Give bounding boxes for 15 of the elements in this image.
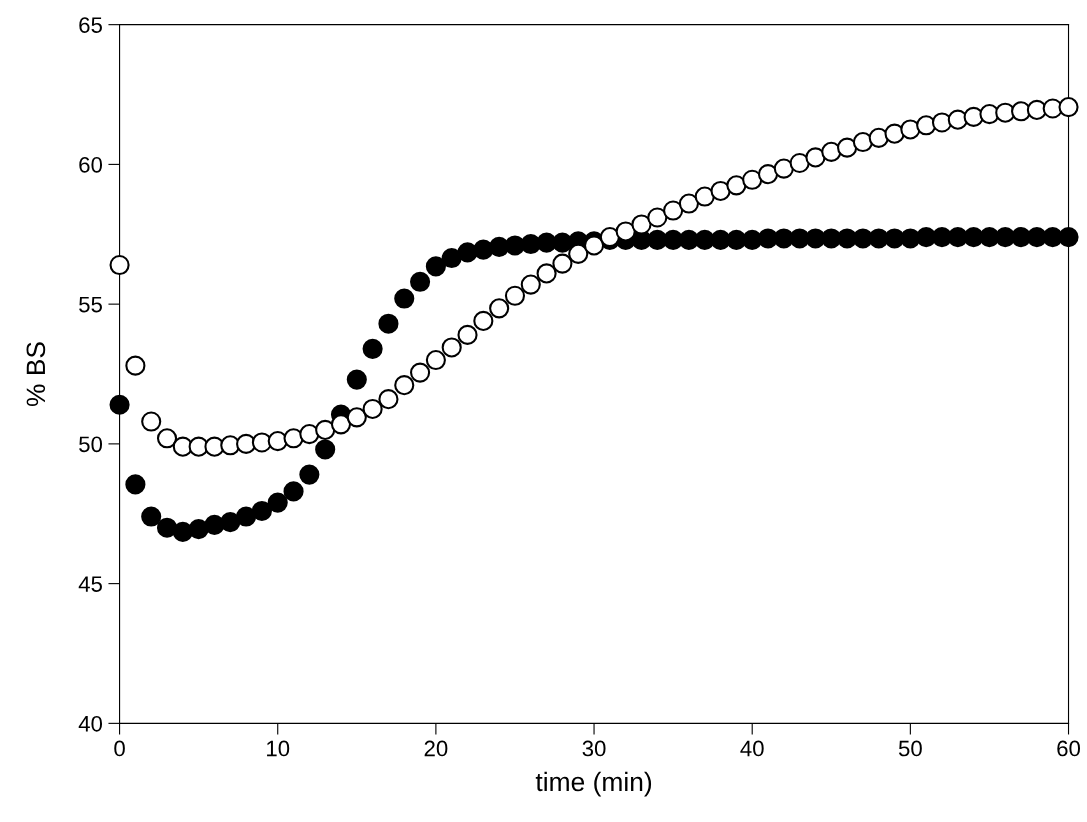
y-axis-title: % BS — [26, 342, 46, 407]
x-tick-label: 20 — [424, 740, 448, 757]
y-tick-label: 60 — [79, 156, 103, 173]
x-tick-label: 40 — [740, 740, 764, 757]
y-tick-label: 45 — [78, 576, 102, 592]
y-tick-label: 55 — [79, 296, 102, 313]
y-tick-label: 50 — [79, 436, 103, 453]
x-tick-label: 30 — [582, 740, 606, 757]
x-axis-title: time (min) — [535, 771, 652, 797]
x-tick-label: 0 — [114, 740, 125, 757]
x-tick-label: 60 — [1057, 740, 1081, 757]
y-tick-label: 40 — [78, 715, 103, 732]
y-tick-label: 65 — [79, 17, 102, 33]
x-tick-label: 10 — [267, 740, 290, 757]
x-tick-label: 50 — [898, 740, 922, 757]
